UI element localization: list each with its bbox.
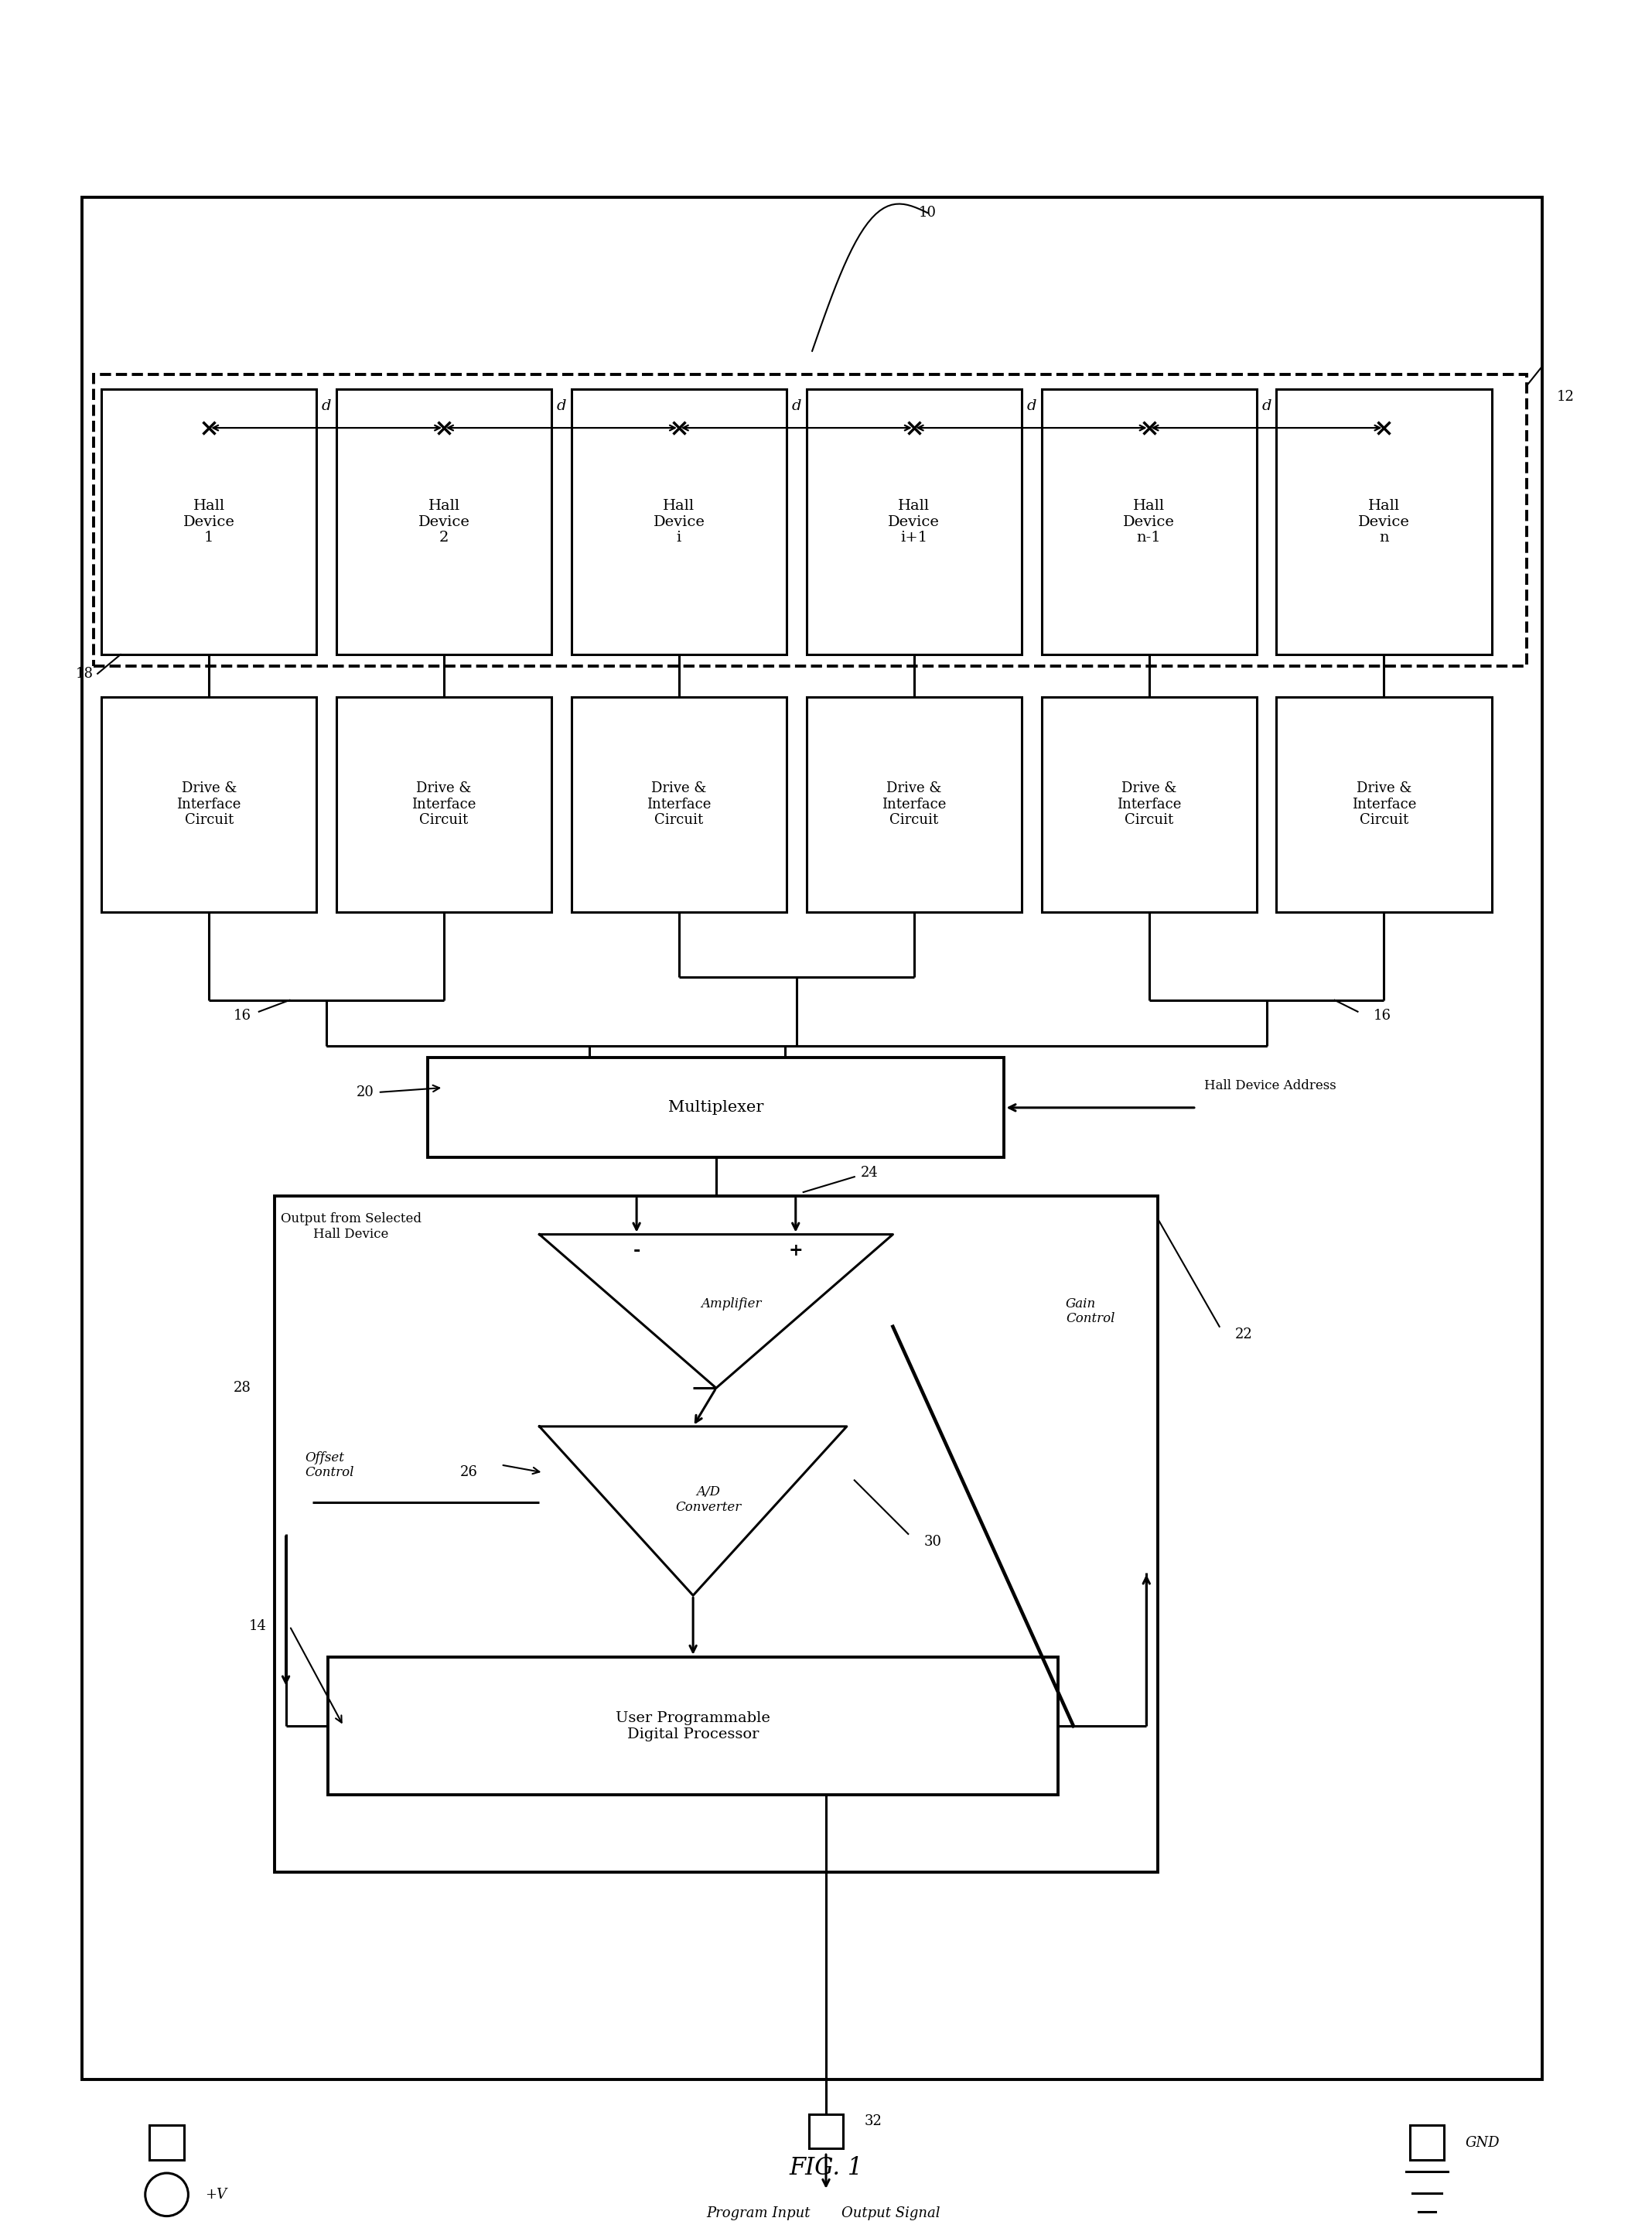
- Text: 10: 10: [919, 205, 937, 221]
- Text: d: d: [322, 399, 332, 414]
- Text: Drive &
Interface
Circuit: Drive & Interface Circuit: [177, 782, 241, 827]
- Bar: [274, 1196, 1158, 1872]
- Bar: [101, 390, 317, 655]
- Text: 16: 16: [1373, 1009, 1391, 1023]
- Bar: [337, 390, 552, 655]
- Bar: [572, 697, 786, 911]
- Text: GND: GND: [1465, 2137, 1500, 2150]
- Text: d: d: [791, 399, 801, 414]
- Text: 14: 14: [249, 1620, 266, 1633]
- Bar: [149, 2126, 183, 2159]
- Bar: [1277, 697, 1492, 911]
- Text: Program Input: Program Input: [707, 2206, 811, 2219]
- Bar: [1277, 390, 1492, 655]
- Text: 32: 32: [864, 2114, 882, 2128]
- Text: Output from Selected
Hall Device: Output from Selected Hall Device: [281, 1212, 421, 1241]
- Text: d: d: [557, 399, 567, 414]
- Bar: [1041, 697, 1257, 911]
- Text: +: +: [788, 1243, 803, 1259]
- Text: 16: 16: [233, 1009, 251, 1023]
- Text: d: d: [1262, 399, 1272, 414]
- Bar: [329, 1658, 1057, 1796]
- Text: Offset
Control: Offset Control: [306, 1450, 354, 1479]
- Text: Drive &
Interface
Circuit: Drive & Interface Circuit: [882, 782, 947, 827]
- Text: 28: 28: [233, 1381, 251, 1395]
- Bar: [94, 374, 1526, 666]
- Text: 26: 26: [461, 1466, 477, 1479]
- Text: 24: 24: [861, 1165, 879, 1181]
- Text: Hall
Device
2: Hall Device 2: [418, 499, 469, 546]
- Bar: [809, 2114, 843, 2148]
- Text: Drive &
Interface
Circuit: Drive & Interface Circuit: [646, 782, 712, 827]
- Text: -: -: [633, 1243, 641, 1259]
- Text: 30: 30: [923, 1535, 942, 1548]
- Text: Gain
Control: Gain Control: [1066, 1297, 1115, 1326]
- Text: Multiplexer: Multiplexer: [669, 1101, 763, 1114]
- Bar: [337, 697, 552, 911]
- Text: Drive &
Interface
Circuit: Drive & Interface Circuit: [1351, 782, 1416, 827]
- Text: Hall
Device
n: Hall Device n: [1358, 499, 1409, 546]
- Bar: [572, 390, 786, 655]
- Text: 12: 12: [1556, 390, 1574, 403]
- Text: +V: +V: [205, 2188, 226, 2201]
- Text: Output Signal: Output Signal: [841, 2206, 940, 2219]
- Bar: [101, 697, 317, 911]
- Text: 20: 20: [357, 1085, 375, 1098]
- Text: FIG. 1: FIG. 1: [790, 2157, 862, 2179]
- Bar: [1041, 390, 1257, 655]
- Text: Hall Device Address: Hall Device Address: [1204, 1078, 1336, 1092]
- Bar: [1409, 2126, 1444, 2159]
- Bar: [806, 390, 1021, 655]
- Text: Drive &
Interface
Circuit: Drive & Interface Circuit: [1117, 782, 1181, 827]
- Text: Hall
Device
n-1: Hall Device n-1: [1123, 499, 1175, 546]
- Text: d: d: [1026, 399, 1036, 414]
- Text: Hall
Device
1: Hall Device 1: [183, 499, 235, 546]
- Text: Hall
Device
i: Hall Device i: [653, 499, 705, 546]
- Text: Drive &
Interface
Circuit: Drive & Interface Circuit: [411, 782, 476, 827]
- Bar: [428, 1058, 1004, 1159]
- Text: 22: 22: [1234, 1328, 1252, 1341]
- Bar: [806, 697, 1021, 911]
- Text: Hall
Device
i+1: Hall Device i+1: [889, 499, 940, 546]
- Text: User Programmable
Digital Processor: User Programmable Digital Processor: [616, 1711, 770, 1740]
- Text: Amplifier: Amplifier: [700, 1297, 762, 1310]
- Text: 18: 18: [76, 666, 94, 680]
- Bar: [83, 198, 1541, 2079]
- Text: A/D
Converter: A/D Converter: [676, 1486, 742, 1513]
